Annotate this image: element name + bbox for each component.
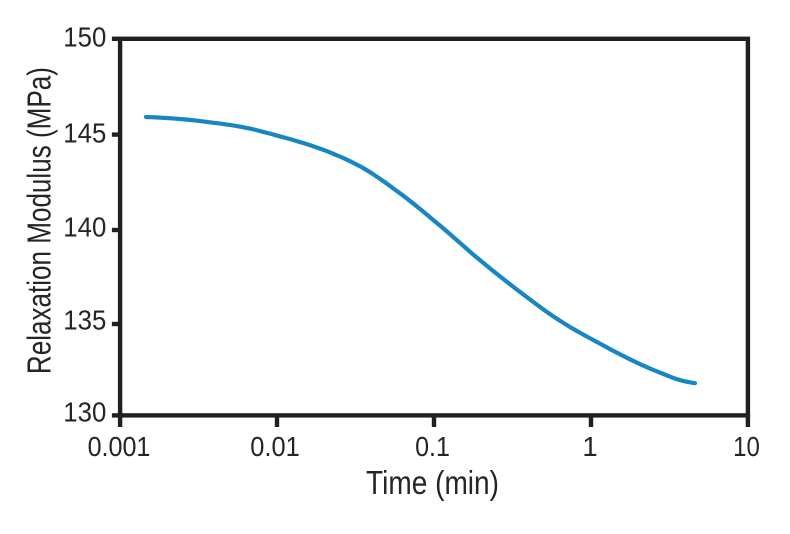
svg-text:140: 140 — [63, 212, 106, 243]
svg-text:145: 145 — [63, 117, 106, 148]
svg-text:0.1: 0.1 — [415, 431, 450, 462]
svg-text:135: 135 — [63, 304, 106, 335]
svg-text:130: 130 — [63, 397, 106, 428]
svg-text:1: 1 — [582, 431, 597, 462]
svg-text:0.01: 0.01 — [250, 431, 299, 462]
svg-text:10: 10 — [733, 431, 760, 462]
svg-text:0.001: 0.001 — [88, 431, 151, 462]
svg-text:Time (min): Time (min) — [366, 464, 499, 501]
svg-text:Relaxation Modulus (MPa): Relaxation Modulus (MPa) — [22, 67, 59, 374]
svg-text:150: 150 — [63, 21, 106, 52]
